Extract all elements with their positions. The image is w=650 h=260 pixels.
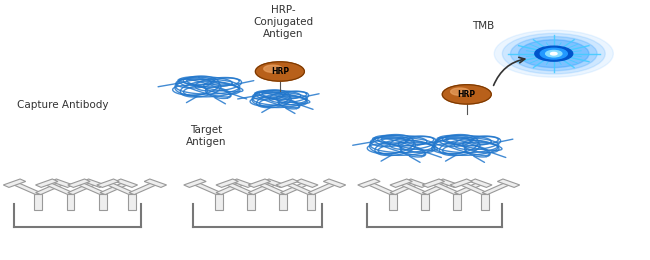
Text: HRP: HRP — [458, 90, 476, 99]
Polygon shape — [437, 179, 460, 187]
Text: HRP-
Conjugated
Antigen: HRP- Conjugated Antigen — [253, 5, 313, 38]
Polygon shape — [390, 179, 412, 187]
Polygon shape — [281, 182, 309, 194]
FancyBboxPatch shape — [481, 194, 489, 210]
Polygon shape — [497, 179, 520, 187]
Circle shape — [551, 52, 557, 55]
FancyBboxPatch shape — [247, 194, 255, 210]
Polygon shape — [216, 182, 245, 194]
Circle shape — [535, 46, 573, 61]
FancyBboxPatch shape — [214, 194, 222, 210]
Circle shape — [502, 33, 605, 74]
Circle shape — [442, 85, 491, 104]
Text: Capture Antibody: Capture Antibody — [17, 100, 109, 109]
Polygon shape — [248, 182, 278, 194]
Polygon shape — [470, 179, 492, 187]
Circle shape — [545, 50, 562, 57]
Polygon shape — [36, 182, 64, 194]
Polygon shape — [367, 182, 395, 194]
Text: Target
Antigen: Target Antigen — [185, 125, 226, 147]
Polygon shape — [129, 182, 158, 194]
Polygon shape — [276, 179, 298, 187]
Polygon shape — [450, 179, 473, 187]
Polygon shape — [454, 182, 484, 194]
Polygon shape — [216, 179, 239, 187]
Polygon shape — [100, 182, 129, 194]
FancyBboxPatch shape — [99, 194, 107, 210]
Polygon shape — [51, 179, 73, 187]
Polygon shape — [184, 179, 206, 187]
Polygon shape — [458, 182, 488, 194]
FancyBboxPatch shape — [453, 194, 461, 210]
Polygon shape — [482, 182, 511, 194]
Polygon shape — [44, 182, 73, 194]
FancyBboxPatch shape — [389, 194, 396, 210]
FancyBboxPatch shape — [280, 194, 287, 210]
Polygon shape — [231, 179, 254, 187]
Polygon shape — [144, 179, 166, 187]
Polygon shape — [358, 179, 380, 187]
Polygon shape — [36, 179, 58, 187]
Circle shape — [519, 40, 589, 68]
Polygon shape — [97, 179, 119, 187]
Polygon shape — [285, 182, 313, 194]
Polygon shape — [12, 182, 41, 194]
Polygon shape — [308, 182, 337, 194]
Polygon shape — [422, 182, 451, 194]
FancyBboxPatch shape — [128, 194, 136, 210]
Polygon shape — [224, 182, 254, 194]
Polygon shape — [257, 182, 286, 194]
Polygon shape — [398, 182, 428, 194]
Circle shape — [264, 65, 282, 73]
Polygon shape — [296, 179, 318, 187]
Polygon shape — [422, 179, 445, 187]
Polygon shape — [248, 179, 270, 187]
Polygon shape — [431, 182, 460, 194]
FancyBboxPatch shape — [307, 194, 315, 210]
Circle shape — [255, 62, 304, 81]
Polygon shape — [192, 182, 221, 194]
Polygon shape — [323, 179, 346, 187]
Polygon shape — [3, 179, 26, 187]
Polygon shape — [405, 179, 428, 187]
Text: HRP: HRP — [271, 67, 289, 76]
Polygon shape — [390, 182, 419, 194]
FancyBboxPatch shape — [421, 194, 429, 210]
Circle shape — [510, 37, 597, 71]
Circle shape — [494, 30, 614, 77]
Polygon shape — [83, 179, 105, 187]
Polygon shape — [115, 179, 138, 187]
FancyBboxPatch shape — [66, 194, 74, 210]
Text: TMB: TMB — [472, 21, 494, 31]
Circle shape — [450, 88, 469, 95]
Polygon shape — [105, 182, 135, 194]
Polygon shape — [263, 179, 286, 187]
Polygon shape — [68, 182, 97, 194]
Polygon shape — [68, 179, 90, 187]
Polygon shape — [76, 182, 105, 194]
FancyBboxPatch shape — [34, 194, 42, 210]
Circle shape — [540, 48, 567, 59]
